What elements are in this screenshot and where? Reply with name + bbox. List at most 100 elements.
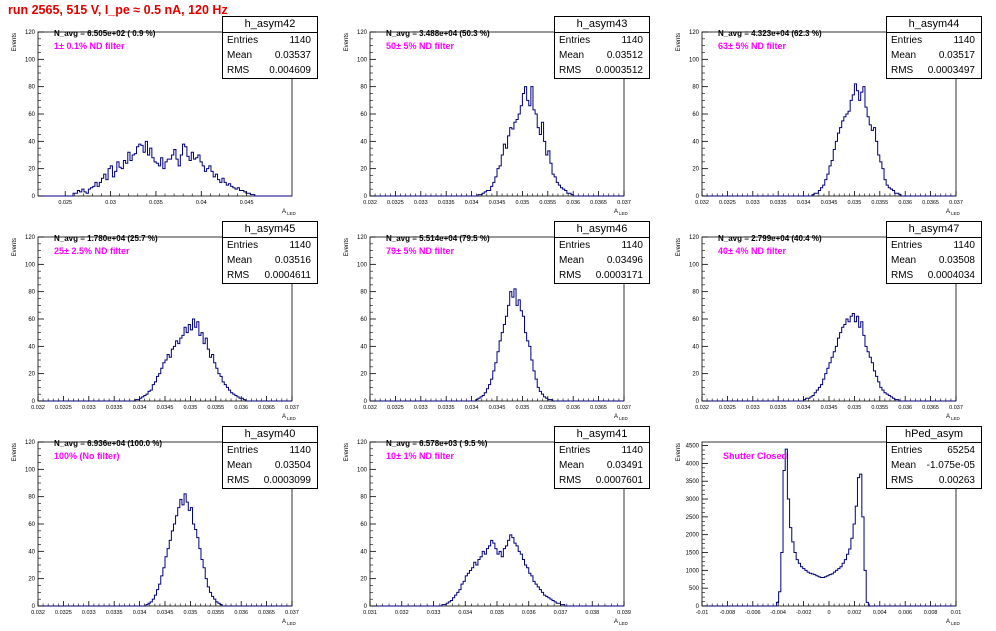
- stat-row-rms: RMS 0.0003512: [555, 63, 649, 78]
- x-tick-label: 0.036: [566, 405, 580, 411]
- stats-box: h_asym42 Entries 1140 Mean 0.03537 RMS 0.00460…: [222, 16, 318, 79]
- stat-row-entries: Entries 1140: [887, 238, 981, 253]
- x-tick-label: 0.004: [873, 610, 887, 616]
- stat-value: 1140: [953, 240, 975, 251]
- navg-text: N_avg = 4.323e+04 (62.3 %): [718, 29, 822, 38]
- panel-h_asym42: 0 20 40 60 80 100 120 0.025 0.03 0.035 0.04 0.045 Ev…: [0, 14, 332, 221]
- y-tick-label: 60: [28, 112, 35, 118]
- x-tick-label: 0.036: [522, 610, 536, 616]
- stat-label: Entries: [559, 445, 591, 456]
- histogram-line: [38, 318, 292, 402]
- stat-value: 0.03504: [274, 460, 311, 471]
- y-tick-label: 0: [364, 194, 368, 200]
- stats-box: hPed_asym Entries 65254 Mean -1.075e-05 RMS 0.…: [886, 426, 982, 489]
- y-tick-label: 100: [25, 467, 36, 473]
- filter-label: 79± 5% ND filter: [386, 246, 454, 256]
- filter-label: 40± 4% ND filter: [718, 246, 786, 256]
- x-tick-label: -0.004: [770, 610, 786, 616]
- stat-label: RMS: [891, 65, 914, 76]
- y-tick-label: 80: [360, 85, 367, 91]
- stat-value: 0.0004611: [264, 270, 311, 281]
- x-tick-label: 0.035: [149, 200, 163, 206]
- x-tick-label: 0.037: [617, 405, 631, 411]
- x-axis-label: A: [282, 414, 286, 420]
- x-axis-label: A: [614, 209, 618, 215]
- navg-text: N_avg = 6.505e+02 ( 0.9 %): [54, 29, 156, 38]
- stat-label: Entries: [891, 35, 923, 46]
- stat-row-rms: RMS 0.0003099: [223, 473, 317, 488]
- histogram-name: h_asym45: [223, 222, 317, 238]
- x-tick-label: 0.0325: [55, 405, 72, 411]
- stat-row-mean: Mean 0.03516: [223, 253, 317, 268]
- stats-box: h_asym47 Entries 1140 Mean 0.03508 RMS 0.00040…: [886, 221, 982, 284]
- y-tick-label: 40: [692, 344, 699, 350]
- y-tick-label: 40: [360, 344, 367, 350]
- histogram-line: [370, 534, 624, 607]
- stat-value: 0.03491: [606, 460, 643, 471]
- x-tick-label: 0.0355: [539, 405, 556, 411]
- x-tick-label: 0.0335: [106, 405, 123, 411]
- stat-value: 1140: [621, 445, 643, 456]
- x-tick-label: 0.032: [31, 405, 45, 411]
- stats-box: h_asym46 Entries 1140 Mean 0.03496 RMS 0.00031…: [554, 221, 650, 284]
- stat-row-mean: Mean 0.03508: [887, 253, 981, 268]
- x-tick-label: 0.032: [31, 610, 45, 616]
- stat-row-rms: RMS 0.0004034: [887, 268, 981, 283]
- stat-value: 65254: [947, 445, 975, 456]
- y-axis-label: Events: [344, 33, 350, 51]
- stat-value: -1.075e-05: [926, 460, 975, 471]
- x-tick-label: 0.032: [695, 405, 709, 411]
- y-tick-label: 4000: [686, 461, 700, 467]
- y-tick-label: 80: [692, 290, 699, 296]
- stats-box: h_asym40 Entries 1140 Mean 0.03504 RMS 0.00030…: [222, 426, 318, 489]
- x-tick-label: 0.002: [848, 610, 862, 616]
- x-tick-label: 0.0345: [157, 405, 174, 411]
- filter-label: Shutter Closed: [723, 451, 788, 461]
- histogram-name: h_asym43: [555, 17, 649, 33]
- x-tick-label: 0.035: [184, 405, 198, 411]
- plot-h_asym43: 0 20 40 60 80 100 120 0.032 0.0325 0.033 0.0335 0.0…: [344, 30, 631, 216]
- y-tick-label: 120: [25, 235, 36, 241]
- stats-box: h_asym41 Entries 1140 Mean 0.03491 RMS 0.00076…: [554, 426, 650, 489]
- y-tick-label: 20: [692, 372, 699, 378]
- x-tick-label: 0.033: [82, 610, 96, 616]
- y-tick-label: 20: [360, 167, 367, 173]
- plot-h_asym46: 0 20 40 60 80 100 120 0.032 0.0325 0.033 0.0335 0.0…: [344, 235, 631, 421]
- stat-row-mean: Mean 0.03491: [555, 458, 649, 473]
- y-tick-label: 1500: [686, 551, 700, 557]
- stat-label: RMS: [227, 65, 250, 76]
- x-tick-label: 0.034: [797, 200, 811, 206]
- stat-row-mean: Mean 0.03504: [223, 458, 317, 473]
- y-tick-label: 40: [28, 549, 35, 555]
- stat-value: 0.03512: [606, 50, 643, 61]
- histogram-line: [38, 140, 292, 197]
- y-tick-label: 4500: [686, 444, 700, 450]
- x-tick-label: 0.0345: [489, 405, 506, 411]
- x-tick-label: 0.0345: [489, 200, 506, 206]
- x-tick-label: 0.0335: [438, 405, 455, 411]
- filter-label: 100% (No filter): [54, 451, 120, 461]
- panel-h_asym44: 0 20 40 60 80 100 120 0.032 0.0325 0.033 0.0335 0.0…: [664, 14, 996, 221]
- stat-value: 1140: [289, 35, 311, 46]
- y-tick-label: 0: [696, 604, 700, 610]
- y-axis-label: Events: [676, 443, 682, 461]
- y-tick-label: 20: [28, 372, 35, 378]
- histogram-line: [38, 493, 292, 607]
- stat-row-entries: Entries 1140: [555, 238, 649, 253]
- stats-box: h_asym45 Entries 1140 Mean 0.03516 RMS 0.00046…: [222, 221, 318, 284]
- stat-label: Mean: [559, 460, 585, 471]
- stat-row-mean: Mean 0.03537: [223, 48, 317, 63]
- stat-value: 0.0003512: [595, 65, 643, 76]
- x-tick-label: 0.0335: [106, 610, 123, 616]
- x-tick-label: 0.0345: [157, 610, 174, 616]
- x-tick-label: 0.036: [234, 405, 248, 411]
- y-tick-label: 80: [360, 290, 367, 296]
- stat-row-entries: Entries 1140: [223, 238, 317, 253]
- x-tick-label: 0.035: [490, 610, 504, 616]
- stat-label: RMS: [559, 270, 582, 281]
- x-tick-label: 0.034: [458, 610, 472, 616]
- navg-text: N_avg = 1.780e+04 (25.7 %): [54, 234, 158, 243]
- stat-row-entries: Entries 65254: [887, 443, 981, 458]
- x-tick-label: 0.032: [363, 200, 377, 206]
- stat-value: 0.004609: [269, 65, 311, 76]
